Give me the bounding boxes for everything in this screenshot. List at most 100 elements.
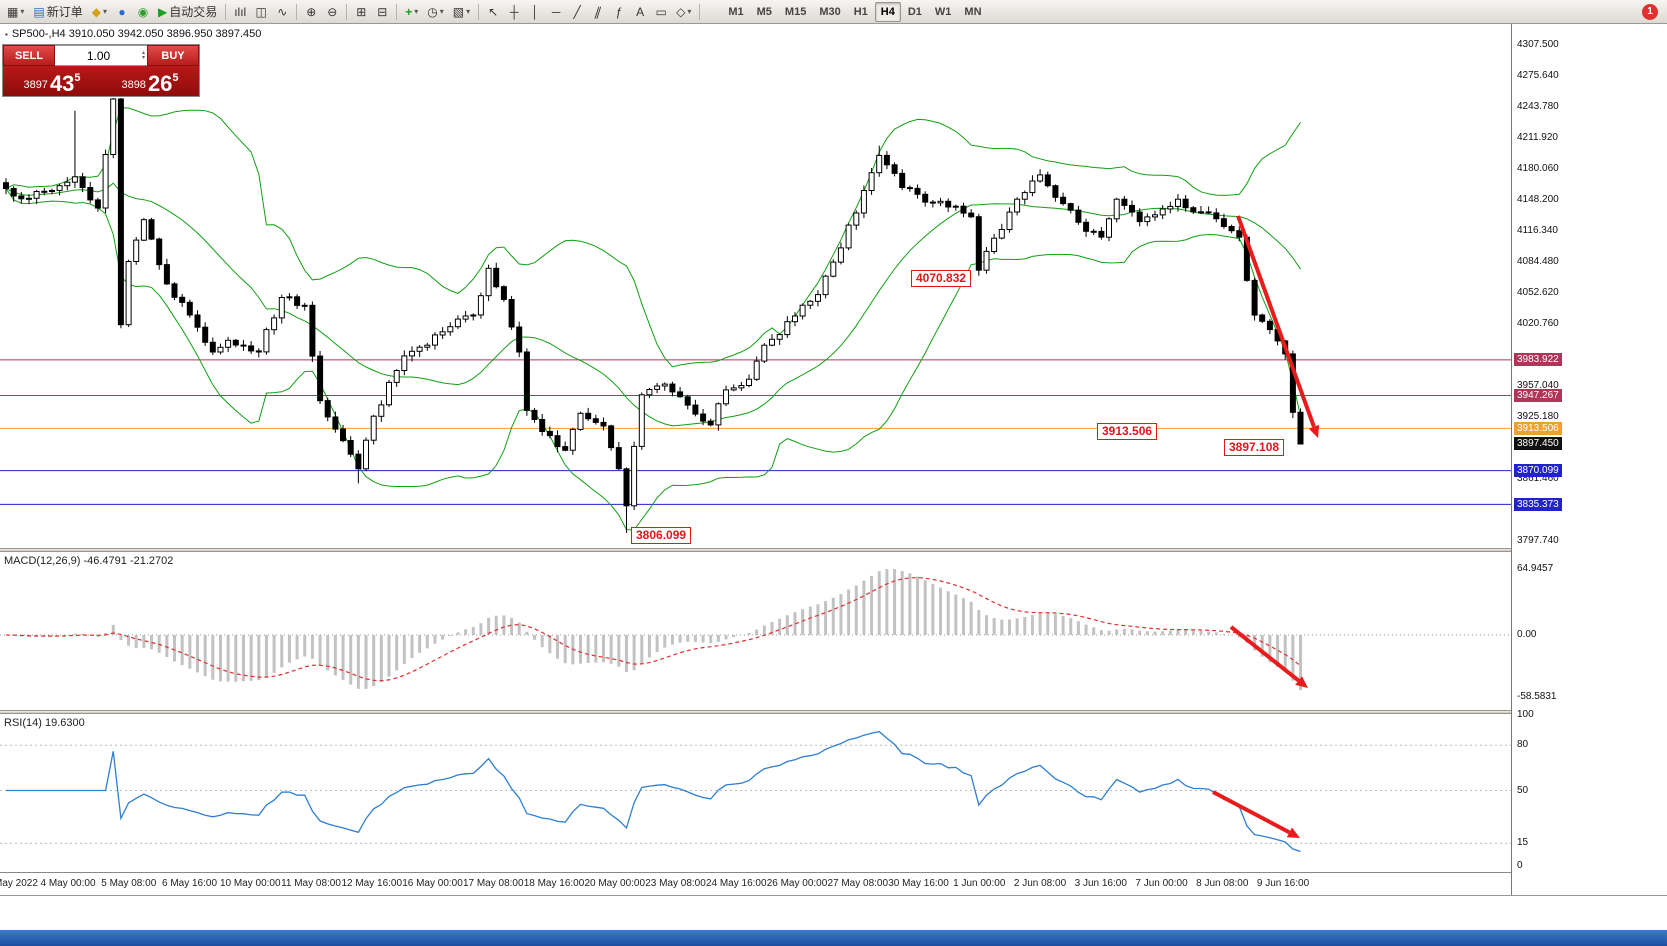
vertical-line-button[interactable]: │ bbox=[525, 2, 545, 22]
cursor-button[interactable]: ↖ bbox=[483, 2, 503, 22]
shapes-button[interactable]: ◇ ▾ bbox=[672, 2, 695, 22]
rsi-axis-tick: 50 bbox=[1517, 784, 1529, 796]
text-button[interactable]: A bbox=[630, 2, 650, 22]
buy-button[interactable]: BUY bbox=[147, 45, 199, 66]
timeframe-m15-button[interactable]: M15 bbox=[784, 5, 807, 18]
vertical-line-icon: │ bbox=[531, 4, 539, 19]
data-window-button[interactable]: ● bbox=[112, 2, 132, 22]
sell-price[interactable]: 3897 43 5 bbox=[3, 66, 101, 96]
periods-button[interactable]: ◷ ▾ bbox=[423, 2, 448, 22]
price-tag: 3947.267 bbox=[1514, 389, 1562, 403]
timeframe-d1-button[interactable]: D1 bbox=[907, 5, 922, 18]
time-label: 1 Jun 00:00 bbox=[953, 878, 1006, 889]
price-tick: 4180.060 bbox=[1517, 163, 1559, 174]
shapes-icon: ◇ bbox=[676, 4, 686, 19]
macd-label: MACD(12,26,9) -46.4791 -21.2702 bbox=[4, 555, 174, 567]
play-icon: ▶ bbox=[157, 4, 168, 19]
timeframe-m1-button[interactable]: M1 bbox=[728, 5, 744, 18]
volume-down-button[interactable]: ▾ bbox=[141, 54, 145, 61]
autotrade-label: 自动交易 bbox=[169, 5, 218, 19]
timeframe-w1-button[interactable]: W1 bbox=[934, 5, 952, 18]
new-chart-button[interactable]: ▦ ▾ bbox=[3, 2, 28, 22]
macd-axis-tick: 0.00 bbox=[1517, 629, 1537, 640]
price-tick: 3797.740 bbox=[1517, 535, 1559, 547]
macd-axis-tick: 64.9457 bbox=[1517, 563, 1554, 574]
toolbar-separator bbox=[296, 3, 298, 20]
toolbar-separator bbox=[478, 3, 480, 20]
rsi-axis-tick: 100 bbox=[1517, 709, 1534, 720]
timeframe-m5-button[interactable]: M5 bbox=[756, 5, 772, 18]
profile-icon: ◆ bbox=[91, 4, 101, 19]
time-label: 8 Jun 08:00 bbox=[1196, 878, 1249, 889]
clock-icon: ◷ bbox=[427, 4, 438, 19]
time-label: 16 May 00:00 bbox=[402, 878, 463, 889]
time-label: 23 May 08:00 bbox=[645, 878, 706, 889]
timeframe-m30-button[interactable]: M30 bbox=[819, 5, 841, 18]
rsi-axis-tick: 15 bbox=[1517, 837, 1529, 849]
indicators-button[interactable]: + ▾ bbox=[401, 2, 422, 22]
bar-chart-button[interactable]: ılıl bbox=[230, 2, 250, 22]
trendline-icon: ╱ bbox=[573, 4, 581, 19]
main-chart[interactable] bbox=[0, 24, 1511, 548]
price-tick: 3861.460 bbox=[1517, 473, 1559, 485]
price-callout[interactable]: 3913.506 bbox=[1097, 423, 1158, 440]
horizontal-line-button[interactable]: ─ bbox=[546, 2, 566, 22]
volume-up-button[interactable]: ▴ bbox=[141, 49, 145, 56]
panel-separator[interactable] bbox=[0, 710, 1667, 714]
chart-profile-button[interactable]: ◆ ▾ bbox=[88, 2, 111, 22]
community-button[interactable]: ◉ bbox=[133, 2, 153, 22]
sell-price-big: 43 bbox=[49, 71, 75, 96]
price-axis[interactable]: 4307.500 4275.640 4243.780 4211.920 4180.060… bbox=[1511, 24, 1667, 895]
rsi-panel[interactable] bbox=[0, 714, 1511, 872]
timeframe-mn-button[interactable]: MN bbox=[964, 5, 982, 18]
trendline-button[interactable]: ╱ bbox=[567, 2, 587, 22]
fibonacci-button[interactable]: ƒ bbox=[609, 2, 629, 22]
new-order-label: 新订单 bbox=[46, 5, 83, 19]
notification-badge[interactable]: 1 bbox=[1642, 3, 1658, 20]
label-button[interactable]: ▭ bbox=[651, 2, 671, 22]
panel-separator[interactable] bbox=[0, 548, 1667, 552]
zoom-out-icon: ⊖ bbox=[327, 4, 338, 19]
toolbar-separator bbox=[396, 3, 398, 20]
cursor-icon: ↖ bbox=[488, 4, 499, 19]
cascade-windows-button[interactable]: ⊟ bbox=[372, 2, 392, 22]
chart-icon: ▪ bbox=[5, 30, 8, 39]
buy-price-small: 3898 bbox=[121, 79, 146, 91]
text-icon: A bbox=[636, 4, 645, 19]
line-chart-button[interactable]: ∿ bbox=[272, 2, 292, 22]
tile-windows-icon: ⊞ bbox=[356, 4, 367, 19]
templates-button[interactable]: ▧ ▾ bbox=[449, 2, 474, 22]
channel-button[interactable]: ∥ bbox=[588, 2, 608, 22]
macd-panel[interactable] bbox=[0, 552, 1511, 710]
buy-price[interactable]: 3898 26 5 bbox=[101, 66, 199, 96]
template-icon: ▧ bbox=[452, 4, 465, 19]
timeframe-h1-button[interactable]: H1 bbox=[853, 5, 868, 18]
zoom-out-button[interactable]: ⊖ bbox=[322, 2, 342, 22]
sell-button[interactable]: SELL bbox=[3, 45, 55, 66]
new-order-button[interactable]: ▤ 新订单 bbox=[29, 2, 86, 22]
price-tick: 4275.640 bbox=[1517, 70, 1559, 81]
zoom-in-button[interactable]: ⊕ bbox=[301, 2, 321, 22]
macd-axis-tick: -58.5831 bbox=[1517, 691, 1557, 702]
autotrade-button[interactable]: ▶ 自动交易 bbox=[154, 2, 221, 22]
price-tick: 4052.620 bbox=[1517, 287, 1559, 298]
price-callout[interactable]: 4070.832 bbox=[911, 270, 972, 287]
price-callout[interactable]: 3806.099 bbox=[631, 527, 692, 544]
price-callout[interactable]: 3897.108 bbox=[1224, 439, 1285, 456]
price-tick: 3925.180 bbox=[1517, 411, 1559, 423]
rsi-axis-tick: 80 bbox=[1517, 739, 1529, 751]
candle-chart-button[interactable]: ◫ bbox=[251, 2, 271, 22]
time-era-label: May 2022 bbox=[0, 878, 38, 889]
tile-windows-button[interactable]: ⊞ bbox=[351, 2, 371, 22]
main-toolbar: ▦ ▾ ▤ 新订单 ◆ ▾ ● ◉ ▶ 自动交易 ılıl ◫ ∿ ⊕ ⊖ ⊞ ⊟ + ▾… bbox=[0, 0, 1667, 24]
timeframe-h4-button[interactable]: H4 bbox=[874, 1, 901, 22]
crosshair-button[interactable]: ┼ bbox=[504, 2, 524, 22]
price-tick: 3957.040 bbox=[1517, 380, 1559, 391]
time-label: 24 May 16:00 bbox=[705, 878, 767, 889]
fibonacci-icon: ƒ bbox=[615, 4, 623, 19]
volume-input[interactable] bbox=[55, 47, 142, 64]
plus-icon: + bbox=[405, 4, 413, 19]
time-label: 20 May 00:00 bbox=[584, 878, 646, 889]
